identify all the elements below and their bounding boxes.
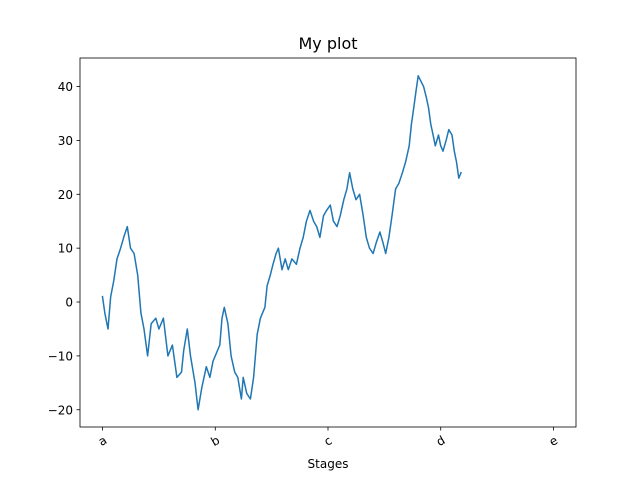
x-axis-label: Stages [308, 457, 349, 471]
y-tick-label: 30 [58, 134, 73, 148]
y-tick-label: −20 [48, 403, 73, 417]
y-tick-label: 0 [65, 296, 73, 310]
y-tick-label: 40 [58, 80, 73, 94]
chart-title: My plot [298, 34, 357, 53]
y-tick-label: 10 [58, 242, 73, 256]
y-tick-label: −10 [48, 349, 73, 363]
y-axis: −20 −10 0 10 20 30 40 [48, 80, 80, 417]
y-tick-label: 20 [58, 188, 73, 202]
series-line-0 [101, 75, 462, 411]
